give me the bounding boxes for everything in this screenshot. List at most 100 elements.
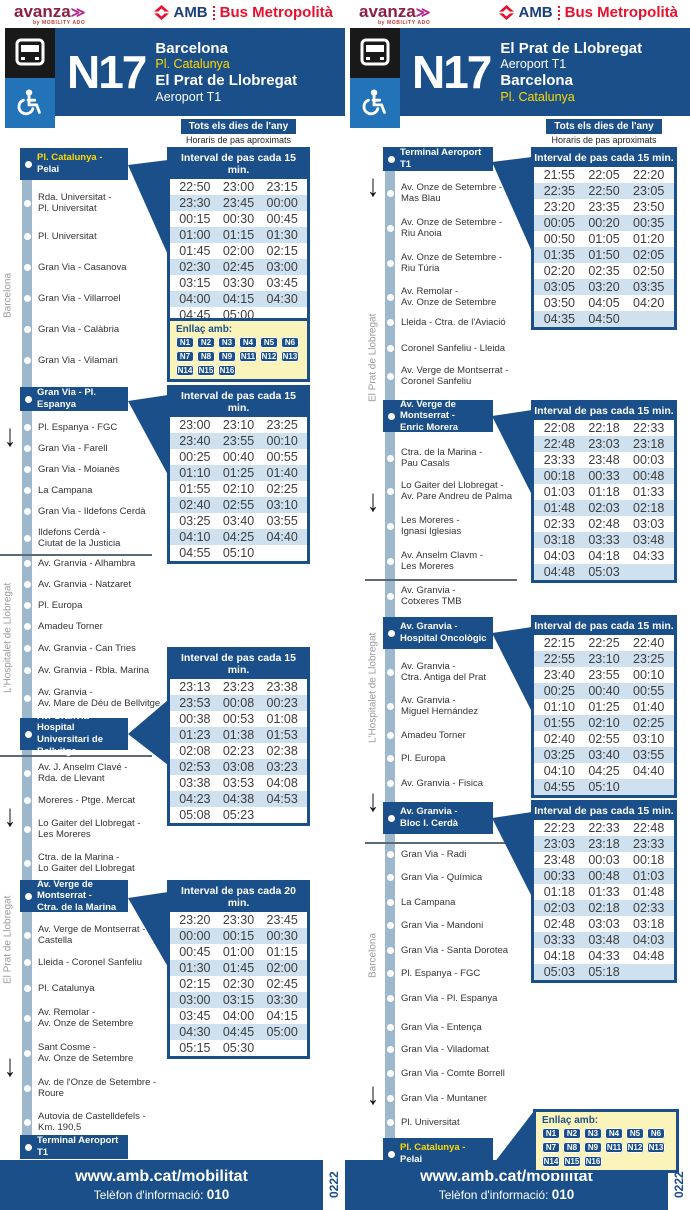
time-cell: 02:25 <box>633 716 665 730</box>
stop-name: Gran Via - Muntaner <box>401 1093 533 1104</box>
timetable-row: 04:23 04:38 04:53 <box>170 791 307 807</box>
timetable-row: 03:05 03:20 03:35 <box>534 279 674 295</box>
stop-name-line: Gran Via - Ildefons Cerdà <box>38 506 146 517</box>
time-cell: 03:05 <box>543 280 575 294</box>
stop-name-line: Av. Granvia - Natzaret <box>38 579 132 590</box>
time-cell: 04:00 <box>222 1009 255 1023</box>
stop-name: Lo Gaiter del Llobregat - Av. Pare Andreu… <box>401 480 533 502</box>
column-return: avanza≫ by MOBILITY ADO AMB Bus Metropoli… <box>345 0 690 1210</box>
time-cell: 23:13 <box>179 680 211 694</box>
callout-wedge <box>128 892 168 967</box>
time-cell: 01:50 <box>588 248 620 262</box>
time-cell: 04:40 <box>266 530 298 544</box>
time-cell: 23:30 <box>222 913 255 927</box>
time-cell: 22:55 <box>543 652 575 666</box>
timetable-row: 04:18 04:33 04:48 <box>534 948 674 964</box>
time-cell: 02:15 <box>266 244 298 258</box>
stop-highlighted: Pl. Catalunya - Pelai <box>20 148 128 180</box>
time-cell: 23:25 <box>266 418 298 432</box>
amb-logo: AMB Bus Metropolità <box>154 4 333 21</box>
timetable-row: 03:38 03:53 04:08 <box>170 775 307 791</box>
time-cell: 02:15 <box>179 977 211 991</box>
stop-dot-icon <box>386 970 394 977</box>
stop-name-line: Gran Via - Muntaner <box>401 1093 487 1104</box>
stop-name: Pl. Europa <box>401 753 533 764</box>
time-cell: 23:20 <box>543 200 575 214</box>
stop-name-line: La Campana <box>38 485 93 496</box>
amb-wordmark: AMB <box>173 4 208 21</box>
time-cell: 05:23 <box>222 808 255 822</box>
time-cell: 00:50 <box>543 232 575 246</box>
stop-name: Gran Via - Entença <box>401 1022 533 1033</box>
timetable-row: 23:48 00:03 00:18 <box>534 852 674 868</box>
direction-arrow-icon: ↓ <box>367 483 379 519</box>
time-cell: 23:18 <box>588 837 620 851</box>
timetable-row: 01:03 01:18 01:33 <box>534 484 674 500</box>
time-cell: 05:00 <box>266 1025 298 1039</box>
time-cell: 02:45 <box>222 260 255 274</box>
time-cell: 04:25 <box>222 530 255 544</box>
stop-name-line: Lo Gaiter del Llobregat <box>38 863 135 875</box>
destination-line: Aeroport T1 <box>500 57 567 72</box>
time-cell: 02:40 <box>543 732 575 746</box>
time-cell: 00:23 <box>266 696 298 710</box>
stop-dot-icon <box>386 874 394 881</box>
stop-dot-icon <box>23 1050 31 1057</box>
timetable-row: 03:45 04:00 04:15 <box>170 1008 307 1024</box>
time-cell: 04:05 <box>588 296 620 310</box>
time-cell: 22:50 <box>179 180 211 194</box>
stop-dot-icon <box>23 357 31 364</box>
stop-bullet-icon <box>25 892 32 900</box>
time-cell: 01:15 <box>266 945 298 959</box>
night-line-badge: N7 <box>176 351 194 362</box>
stop-dot-icon <box>23 797 31 804</box>
time-cell: 00:33 <box>543 869 575 883</box>
stop-name-line: Av. Granvia - <box>401 661 456 672</box>
timetable-row: 03:25 03:40 03:55 <box>170 513 307 529</box>
time-cell: 03:45 <box>266 276 298 290</box>
timetable-row: 00:45 01:00 01:15 <box>170 944 307 960</box>
time-cell: 00:25 <box>543 684 575 698</box>
stop-name-line: Ctra. de la Marina - <box>38 852 120 863</box>
stop-dot-icon <box>386 947 394 954</box>
stop-highlighted: Terminal Aeroport T1 <box>20 1135 128 1159</box>
time-cell: 00:33 <box>588 469 620 483</box>
stop-highlighted: Gran Via - Pl. Espanya <box>20 387 128 411</box>
timetable-row: 01:55 02:10 02:25 <box>534 715 674 731</box>
timetable-row: 03:18 03:33 03:48 <box>534 532 674 548</box>
municipality-divider <box>365 579 517 581</box>
time-cell: 03:53 <box>222 776 255 790</box>
night-line-badge: N8 <box>563 1142 581 1153</box>
timetable-row: 02:20 02:35 02:50 <box>534 263 674 279</box>
municipality-label: El Prat de Llobregat <box>367 313 379 402</box>
time-cell: 02:30 <box>179 260 211 274</box>
timetable-row: 02:33 02:48 03:03 <box>534 516 674 532</box>
time-cell: 23:03 <box>543 837 575 851</box>
stop-name: Autovia de Castelldefels - Km. 190,5 <box>38 1111 170 1133</box>
timetable-row: 01:35 01:50 02:05 <box>534 247 674 263</box>
time-cell: 00:03 <box>633 453 665 467</box>
stop-name-line: Gran Via - Comte Borrell <box>401 1068 505 1079</box>
stop-name-line: Lleida - Coronel Sanfeliu <box>38 957 143 968</box>
time-cell: 04:35 <box>543 312 575 326</box>
stop-name-line: Av. Granvia - Fisica <box>401 778 484 789</box>
stop-name-line: Pl. Catalunya - <box>37 152 103 164</box>
stop-name-line: Ciutat de la Justicia <box>38 538 121 550</box>
time-cell: 02:00 <box>266 961 298 975</box>
time-cell: 22:33 <box>588 821 620 835</box>
timetable-row: 00:50 01:05 01:20 <box>534 231 674 247</box>
timetable-row: 02:08 02:23 02:38 <box>170 743 307 759</box>
time-cell: 00:18 <box>543 469 575 483</box>
bus-metropolita-label: Bus Metropolità <box>219 4 333 21</box>
stop-name: La Campana <box>401 897 533 908</box>
time-cell: 23:20 <box>179 913 211 927</box>
timetable-row: 03:00 03:15 03:30 <box>170 992 307 1008</box>
service-days-row: Tots els dies de l'any Horaris de pas ap… <box>0 119 345 145</box>
time-cell: 00:48 <box>633 469 665 483</box>
stop-name: Gran Via - Farell <box>38 443 170 454</box>
stop-name: Av. Granvia - Hospital Oncològic <box>400 621 487 644</box>
stop-name-line: Universitari de Bellvitge <box>37 734 103 757</box>
timetable-row: 00:00 00:15 00:30 <box>170 928 307 944</box>
stop-dot-icon <box>386 345 394 352</box>
stop-name: Lleida - Ctra. de l'Aviació <box>401 317 533 328</box>
